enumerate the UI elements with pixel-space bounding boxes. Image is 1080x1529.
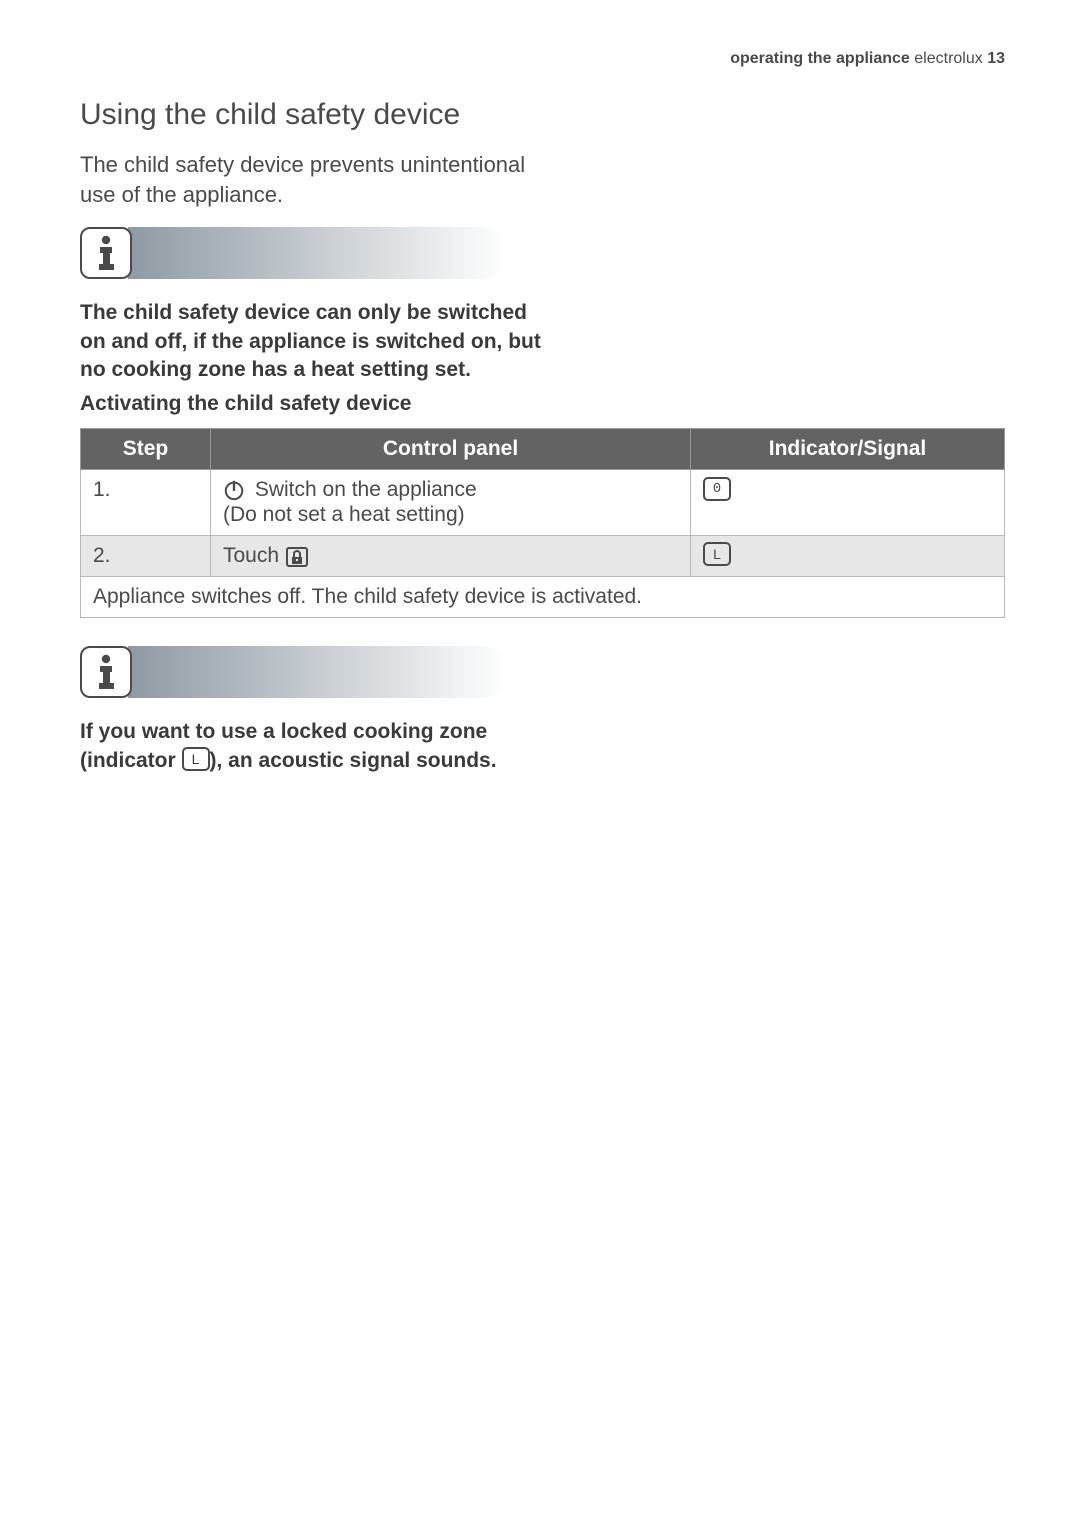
control-text-line2: (Do not set a heat setting) [223,503,465,526]
power-icon [223,479,249,503]
seven-segment-display-icon: L [703,542,731,566]
section-title: Using the child safety device [80,98,1005,132]
col-step: Step [81,429,211,470]
control-text: Switch on the appliance [249,478,477,501]
control-cell: Touch [211,535,691,576]
intro-paragraph: The child safety device prevents uninten… [80,150,540,209]
header-page-number: 13 [987,50,1005,67]
indicator-cell: 0 [691,470,1005,535]
step-cell: 1. [81,470,211,535]
seven-segment-display-icon: L [182,747,210,771]
table-header-row: Step Control panel Indicator/Signal [81,429,1005,470]
control-cell: Switch on the appliance (Do not set a he… [211,470,691,535]
info-icon [80,227,132,279]
condition-note: The child safety device can only be swit… [80,299,550,384]
indicator-value: 0 [713,481,721,497]
table-row: 2. Touch L [81,535,1005,576]
control-prefix: Touch [223,544,285,567]
col-indicator: Indicator/Signal [691,429,1005,470]
table-footer-row: Appliance switches off. The child safety… [81,577,1005,618]
indicator-value: L [713,546,721,562]
table-footer-text: Appliance switches off. The child safety… [81,577,1005,618]
acoustic-signal-note: If you want to use a locked cooking zone… [80,718,550,775]
info-icon [80,646,132,698]
instruction-table: Step Control panel Indicator/Signal 1. S… [80,428,1005,618]
manual-page: operating the appliance electrolux 13 Us… [0,0,1080,833]
info-callout [80,646,1005,698]
callout-gradient-bar [128,646,508,698]
header-section: operating the appliance [730,50,910,67]
indicator-value: L [192,750,200,769]
col-control-panel: Control panel [211,429,691,470]
table-row: 1. Switch on the appliance (Do not set a… [81,470,1005,535]
seven-segment-display-icon: 0 [703,477,731,501]
indicator-cell: L [691,535,1005,576]
running-header: operating the appliance electrolux 13 [80,50,1005,68]
callout-gradient-bar [128,227,508,279]
note2-post: ), an acoustic signal sounds. [210,749,497,772]
header-brand: electrolux [910,50,987,67]
info-callout [80,227,1005,279]
table-heading: Activating the child safety device [80,392,1005,416]
step-cell: 2. [81,535,211,576]
lock-icon [285,544,309,568]
